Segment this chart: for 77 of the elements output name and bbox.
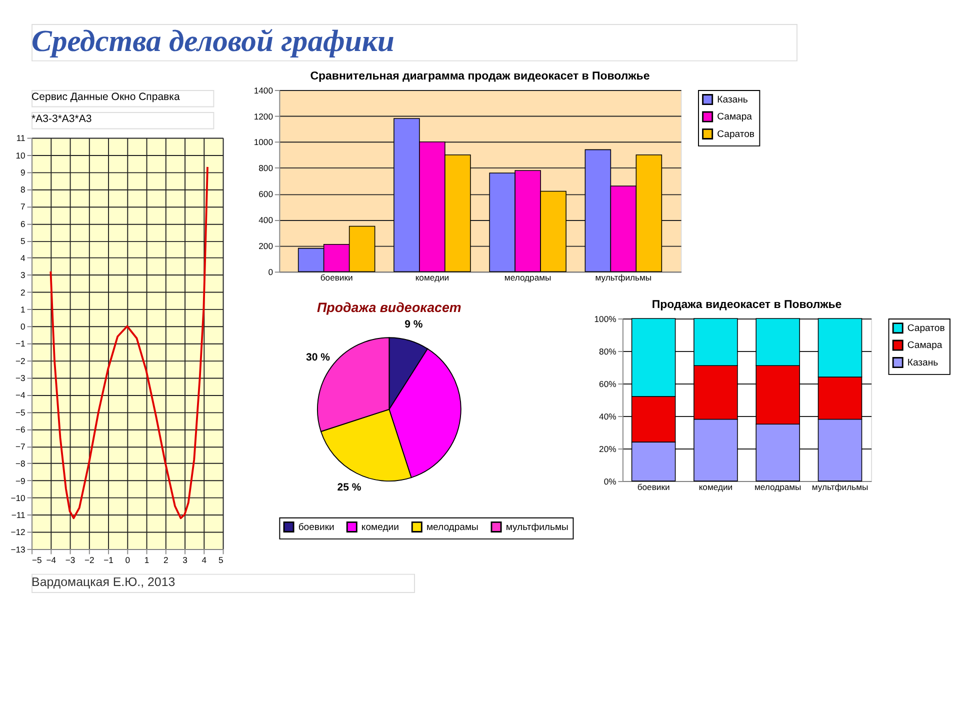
y-tick-label: 1	[20, 304, 26, 314]
y-tick-label: 5	[20, 236, 26, 246]
y-tick-label: −8	[16, 458, 26, 469]
y-tick-label: −13	[10, 544, 26, 554]
legend-label: Самара	[907, 340, 943, 352]
y-tick-label: −10	[10, 492, 26, 503]
x-tick-label: −1	[104, 554, 114, 565]
legend-label: мелодрамы	[426, 522, 479, 533]
y-tick-label: −7	[16, 442, 26, 452]
y-tick-label: 2	[20, 287, 26, 298]
text: *A3-3*A3*A3	[32, 113, 92, 126]
data-label: 9 %	[404, 318, 424, 331]
y-tick-label: −5	[16, 407, 26, 418]
text: Сервис Данные Окно Справка	[32, 91, 180, 104]
x-tick-label: 3	[182, 554, 188, 565]
y-tick-label: 10	[16, 150, 26, 160]
y-tick-label: −1	[16, 338, 26, 349]
x-tick-label: комедии	[698, 482, 733, 492]
legend-label: комедии	[361, 522, 399, 533]
x-tick-label: боевики	[637, 482, 670, 492]
x-tick-label: −2	[84, 554, 95, 565]
text: Вардомацкая Е.Ю., 2013	[32, 574, 176, 589]
data-label: 25 %	[337, 482, 362, 494]
y-tick-label: 9	[20, 167, 26, 178]
x-tick-label: мультфильмы	[812, 482, 868, 492]
x-tick-label: 5	[218, 554, 224, 565]
y-tick-label: 4	[20, 253, 26, 264]
y-tick-label: −4	[16, 390, 26, 400]
x-tick-label: мелодрамы	[754, 482, 802, 492]
chart-title: Средства деловой графики	[32, 24, 394, 58]
legend-label: Саратов	[907, 322, 945, 334]
x-tick-label: комедии	[415, 272, 450, 283]
chart-title: Сравнительная диаграмма продаж видеокасет в Поволжье	[310, 70, 650, 82]
x-tick-label: −4	[46, 554, 56, 565]
legend-label: боевики	[298, 522, 334, 533]
x-tick-label: 0	[125, 554, 130, 565]
y-tick-label: 200	[258, 241, 274, 252]
y-tick-label: −9	[16, 476, 26, 486]
y-tick-label: −12	[10, 527, 26, 538]
legend-label: мультфильмы	[506, 522, 569, 533]
legend-label: Казань	[907, 357, 938, 368]
y-tick-label: −6	[16, 424, 26, 434]
y-tick-label: −11	[11, 510, 26, 520]
y-tick-label: 6	[20, 218, 26, 229]
y-tick-label: 1000	[254, 137, 274, 148]
y-tick-label: −3	[16, 372, 26, 383]
legend-label: Казань	[717, 94, 748, 106]
legend-label: Самара	[717, 112, 753, 123]
x-tick-label: 1	[144, 554, 150, 565]
y-tick-label: 8	[20, 184, 26, 195]
y-tick-label: 400	[258, 215, 274, 226]
legend-label: Саратов	[717, 128, 755, 140]
x-tick-label: −3	[65, 554, 76, 565]
y-tick-label: 0%	[604, 476, 617, 486]
y-tick-label: 1200	[254, 111, 274, 122]
line-series	[50, 166, 208, 520]
x-tick-label: мелодрамы	[504, 272, 552, 283]
y-tick-label: 600	[258, 189, 274, 200]
y-tick-label: 11	[16, 133, 26, 144]
chart-title: Продажа видеокасет	[317, 300, 462, 315]
y-tick-label: 7	[20, 202, 26, 212]
y-tick-label: 100%	[594, 314, 617, 324]
x-tick-label: мультфильмы	[595, 272, 652, 283]
y-tick-label: −2	[16, 356, 26, 366]
y-tick-label: 40%	[599, 411, 617, 422]
x-tick-label: 4	[202, 554, 207, 565]
x-tick-label: 2	[164, 554, 169, 565]
y-tick-label: 20%	[599, 444, 617, 454]
x-tick-label: −5	[32, 554, 42, 565]
y-tick-label: 800	[258, 163, 274, 174]
y-tick-label: 1400	[254, 85, 274, 96]
data-label: 30 %	[306, 352, 331, 364]
x-tick-label: боевики	[320, 272, 353, 283]
y-tick-label: 60%	[599, 378, 617, 389]
y-tick-label: 80%	[599, 346, 617, 356]
chart-title: Продажа видеокасет в Поволжье	[652, 299, 842, 311]
y-tick-label: 0	[20, 322, 26, 332]
